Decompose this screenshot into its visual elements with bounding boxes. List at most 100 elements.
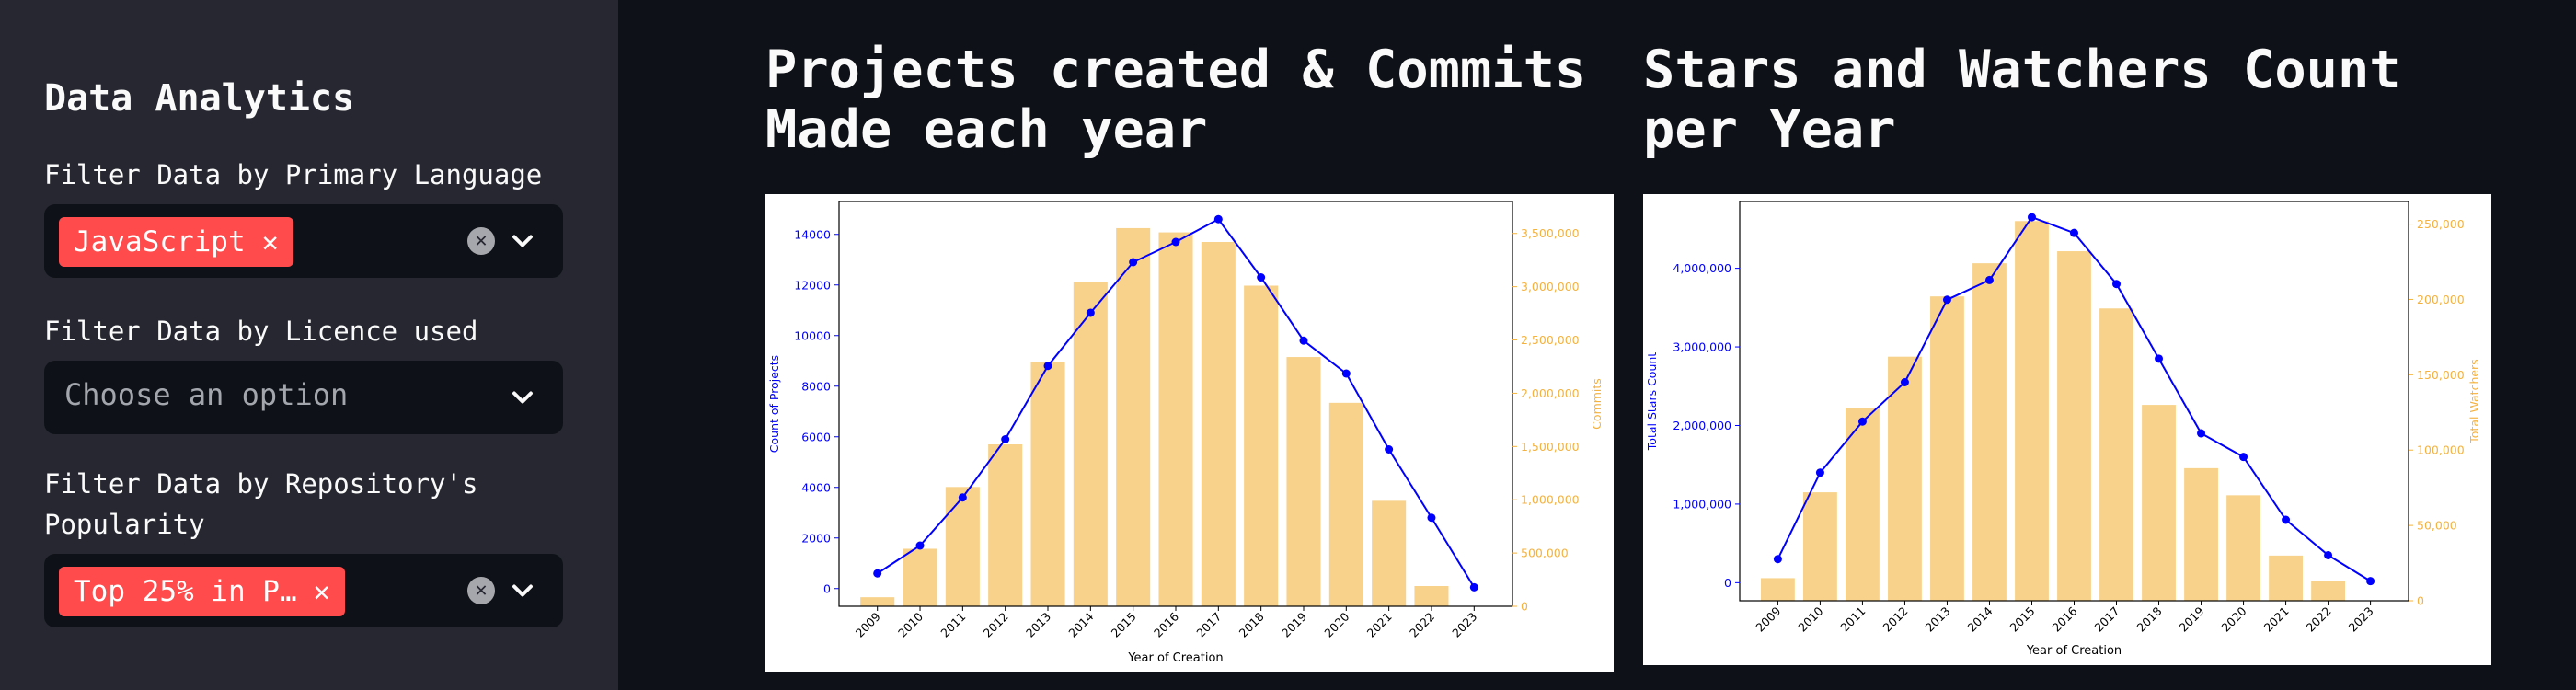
chevron-down-icon[interactable]: [506, 224, 539, 258]
chart-bar: [1803, 492, 1837, 601]
close-icon[interactable]: ✕: [261, 225, 279, 259]
x-tick-label: 2011: [1837, 604, 1868, 635]
close-icon[interactable]: ✕: [313, 575, 330, 608]
chart-bar: [945, 487, 980, 606]
chart2-title: Stars and Watchers Count per Year: [1643, 40, 2401, 160]
line-point: [2027, 213, 2036, 222]
line-point: [2324, 550, 2333, 559]
left-tick-label: 0: [1724, 576, 1731, 590]
sidebar-title: Data Analytics: [44, 77, 355, 120]
line-point: [2155, 354, 2164, 363]
language-filter-label: Filter Data by Primary Language: [44, 159, 543, 190]
chart-bar: [1414, 586, 1449, 606]
x-tick-label: 2018: [2134, 604, 2165, 634]
line-point: [1857, 417, 1867, 426]
left-tick-label: 10000: [794, 328, 831, 342]
right-tick-label: 2,500,000: [1521, 333, 1580, 347]
right-tick-label: 3,000,000: [1521, 280, 1580, 293]
left-tick-label: 0: [823, 581, 831, 595]
line-point: [2366, 577, 2375, 586]
x-tick-label: 2015: [2007, 604, 2038, 635]
chevron-down-icon[interactable]: [506, 381, 539, 414]
line-point: [1385, 445, 1394, 454]
left-axis-label: Count of Projects: [767, 355, 781, 453]
x-axis-label: Year of Creation: [2026, 644, 2122, 658]
left-axis-label: Total Stars Count: [1645, 352, 1659, 452]
x-tick-label: 2022: [2304, 604, 2334, 635]
line-point: [1213, 214, 1223, 224]
right-tick-label: 0: [1521, 600, 1528, 614]
x-tick-label: 2016: [2050, 604, 2080, 634]
right-tick-label: 150,000: [2417, 368, 2465, 382]
chevron-down-icon[interactable]: [506, 574, 539, 607]
x-tick-label: 2021: [2261, 604, 2292, 635]
chart-bar: [1030, 362, 1065, 606]
chart-bar: [860, 597, 895, 606]
sidebar: Data Analytics Filter Data by Primary La…: [0, 0, 618, 690]
line-point: [1773, 555, 1782, 564]
chart-bar: [1201, 242, 1236, 606]
left-tick-label: 8000: [801, 379, 831, 393]
line-point: [1341, 369, 1351, 378]
line-point: [1427, 513, 1436, 523]
line-point: [2070, 228, 2078, 237]
chart-bar: [1158, 232, 1193, 606]
x-tick-label: 2012: [1880, 604, 1910, 635]
line-point: [1086, 308, 1095, 317]
x-tick-label: 2014: [1065, 609, 1096, 639]
right-tick-label: 2,000,000: [1521, 386, 1580, 400]
left-tick-label: 14000: [794, 227, 831, 241]
chart-bar: [2142, 405, 2176, 601]
chart-bar: [1286, 357, 1321, 606]
x-tick-label: 2016: [1151, 609, 1181, 639]
clear-icon[interactable]: ✕: [467, 227, 495, 255]
line-point: [1815, 468, 1824, 477]
language-tag-label: JavaScript: [74, 225, 246, 259]
chart-bar: [1888, 356, 1922, 601]
right-axis-label: Commits: [1590, 378, 1604, 430]
chart-bar: [1073, 282, 1108, 606]
line-point: [1900, 377, 1909, 386]
x-tick-label: 2020: [1321, 609, 1351, 639]
x-axis-label: Year of Creation: [1127, 651, 1223, 665]
x-tick-label: 2013: [1023, 610, 1053, 640]
x-tick-label: 2014: [1964, 604, 1995, 634]
language-multiselect[interactable]: JavaScript ✕ ✕: [44, 204, 563, 278]
line-point: [1984, 275, 1994, 284]
right-tick-label: 100,000: [2417, 443, 2465, 457]
projects-commits-chart: 0 2000 4000 6000 8000 10000 12000 14000 0 500,000…: [765, 194, 1614, 672]
x-tick-label: 2018: [1236, 609, 1267, 639]
popularity-multiselect[interactable]: Top 25% in P… ✕ ✕: [44, 554, 563, 627]
x-tick-label: 2010: [1795, 604, 1825, 634]
licence-multiselect[interactable]: Choose an option: [44, 361, 563, 434]
x-tick-label: 2017: [2092, 604, 2122, 635]
line-point: [1001, 435, 1010, 443]
right-tick-label: 1,000,000: [1521, 493, 1580, 507]
stars-watchers-chart: 0 1,000,000 2,000,000 3,000,000 4,000,000 0 50…: [1643, 194, 2491, 665]
x-tick-label: 2012: [981, 610, 1011, 640]
line-point: [2197, 429, 2206, 438]
left-tick-label: 1,000,000: [1673, 497, 1731, 511]
x-tick-label: 2009: [1753, 604, 1783, 634]
chart-bar: [2311, 581, 2345, 601]
right-tick-label: 50,000: [2417, 519, 2457, 533]
clear-icon[interactable]: ✕: [467, 577, 495, 604]
left-tick-label: 4000: [801, 480, 831, 494]
line-point: [1257, 273, 1266, 282]
x-tick-label: 2019: [1279, 609, 1309, 639]
chart-bar: [903, 548, 937, 606]
left-tick-label: 12000: [794, 278, 831, 292]
line-point: [873, 569, 882, 578]
licence-filter-label: Filter Data by Licence used: [44, 316, 478, 347]
chart-bar: [1244, 285, 1279, 606]
x-tick-label: 2023: [1449, 610, 1479, 640]
left-tick-label: 2000: [801, 531, 831, 545]
x-tick-label: 2015: [1109, 610, 1139, 640]
right-tick-label: 3,500,000: [1521, 226, 1580, 240]
popularity-filter-label: Filter Data by Repository's Popularity: [44, 468, 478, 540]
chart-bar: [1761, 578, 1795, 601]
x-tick-label: 2013: [1922, 604, 1952, 635]
right-tick-label: 0: [2417, 594, 2424, 608]
line-point: [1043, 362, 1052, 371]
line-point: [1469, 582, 1478, 592]
